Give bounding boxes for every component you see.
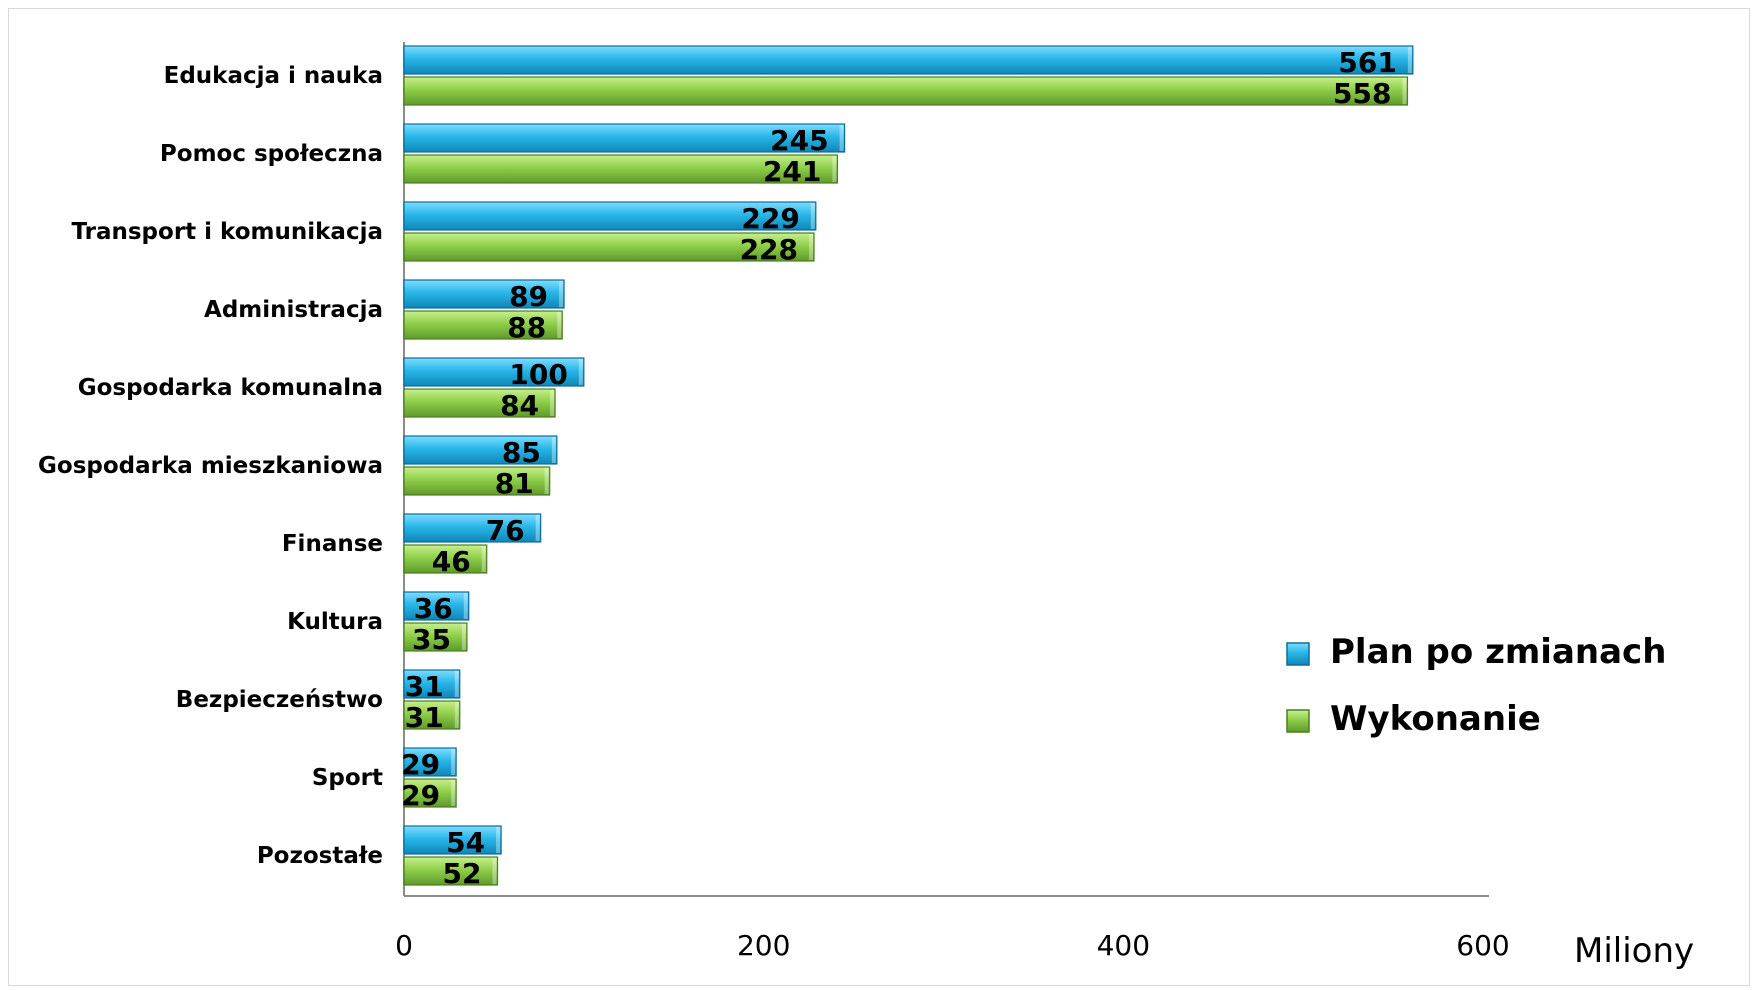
category-label-gospodarka-mieszkaniowa: Gospodarka mieszkaniowa — [38, 453, 383, 479]
data-label-plan-po-zmianach-sport: 29 — [401, 748, 440, 781]
data-label-wykonanie-pozostale: 52 — [443, 857, 482, 890]
data-label-wykonanie-finanse: 46 — [432, 545, 471, 578]
category-label-pomoc-spoleczna: Pomoc społeczna — [160, 141, 383, 167]
data-label-wykonanie-bezpieczenstwo: 31 — [405, 701, 444, 734]
data-label-wykonanie-transport-i-komunikacja: 228 — [740, 233, 798, 266]
data-label-wykonanie-gospodarka-mieszkaniowa: 81 — [495, 467, 534, 500]
bar-bevel-plan-po-zmianach-transport-i-komunikacja — [810, 203, 815, 229]
data-label-wykonanie-kultura: 35 — [412, 623, 451, 656]
bar-bevel-wykonanie-edukacja-i-nauka — [1402, 78, 1407, 104]
x-tick-label-600: 600 — [1456, 929, 1509, 962]
bar-bevel-plan-po-zmianach-sport — [451, 749, 456, 775]
data-label-plan-po-zmianach-kultura: 36 — [414, 592, 453, 625]
data-label-wykonanie-sport: 29 — [401, 779, 440, 812]
bar-wykonanie-finanse — [403, 544, 488, 574]
x-tick-label-400: 400 — [1097, 929, 1150, 962]
category-label-finanse: Finanse — [282, 531, 383, 557]
data-label-wykonanie-gospodarka-komunalna: 84 — [500, 389, 539, 422]
bar-wykonanie-bezpieczenstwo — [403, 700, 461, 730]
data-label-plan-po-zmianach-gospodarka-komunalna: 100 — [509, 358, 567, 391]
category-label-kultura: Kultura — [287, 609, 383, 635]
bar-plan-po-zmianach-kultura — [403, 591, 470, 621]
bar-wykonanie-administracja — [403, 310, 563, 340]
bar-plan-po-zmianach-gospodarka-mieszkaniowa — [403, 435, 558, 465]
bar-wykonanie-edukacja-i-nauka — [403, 76, 1409, 106]
bar-bevel-plan-po-zmianach-gospodarka-mieszkaniowa — [551, 437, 556, 463]
chart-frame — [8, 8, 1750, 986]
bar-wykonanie-sport — [403, 778, 457, 808]
category-label-administracja: Administracja — [204, 297, 383, 323]
bar-plan-po-zmianach-administracja — [403, 279, 565, 309]
bar-wykonanie-transport-i-komunikacja — [403, 232, 815, 262]
category-label-edukacja-i-nauka: Edukacja i nauka — [164, 63, 383, 89]
bar-bevel-wykonanie-pomoc-spoleczna — [832, 156, 837, 182]
data-label-plan-po-zmianach-edukacja-i-nauka: 561 — [1338, 46, 1396, 79]
bar-bevel-wykonanie-finanse — [481, 546, 486, 572]
bar-bevel-plan-po-zmianach-kultura — [463, 593, 468, 619]
data-label-wykonanie-pomoc-spoleczna: 241 — [763, 155, 821, 188]
category-label-bezpieczenstwo: Bezpieczeństwo — [176, 687, 383, 713]
data-label-plan-po-zmianach-finanse: 76 — [486, 514, 525, 547]
legend-swatch-plan-po-zmianach — [1286, 642, 1310, 666]
bar-bevel-wykonanie-gospodarka-mieszkaniowa — [544, 468, 549, 494]
bar-bevel-plan-po-zmianach-finanse — [535, 515, 540, 541]
bar-plan-po-zmianach-pozostale — [403, 825, 502, 855]
bar-wykonanie-pozostale — [403, 856, 499, 886]
bar-bevel-wykonanie-transport-i-komunikacja — [809, 234, 814, 260]
bar-bevel-wykonanie-administracja — [557, 312, 562, 338]
bar-bevel-plan-po-zmianach-edukacja-i-nauka — [1407, 47, 1412, 73]
bar-bevel-plan-po-zmianach-pomoc-spoleczna — [839, 125, 844, 151]
bar-plan-po-zmianach-bezpieczenstwo — [403, 669, 461, 699]
bar-bevel-wykonanie-gospodarka-komunalna — [550, 390, 555, 416]
bar-bevel-wykonanie-kultura — [461, 624, 466, 650]
bar-plan-po-zmianach-finanse — [403, 513, 542, 543]
data-label-wykonanie-edukacja-i-nauka: 558 — [1333, 77, 1391, 110]
bar-bevel-wykonanie-sport — [451, 780, 456, 806]
bar-plan-po-zmianach-edukacja-i-nauka — [403, 45, 1414, 75]
category-label-gospodarka-komunalna: Gospodarka komunalna — [78, 375, 383, 401]
bar-bevel-wykonanie-pozostale — [492, 858, 497, 884]
legend-swatch-wykonanie — [1286, 709, 1310, 733]
bar-wykonanie-gospodarka-komunalna — [403, 388, 556, 418]
data-label-plan-po-zmianach-pomoc-spoleczna: 245 — [770, 124, 828, 157]
bar-bevel-plan-po-zmianach-gospodarka-komunalna — [578, 359, 583, 385]
bar-bevel-plan-po-zmianach-administracja — [559, 281, 564, 307]
category-label-pozostale: Pozostałe — [257, 843, 383, 869]
data-label-plan-po-zmianach-transport-i-komunikacja: 229 — [741, 202, 799, 235]
bar-plan-po-zmianach-transport-i-komunikacja — [403, 201, 817, 231]
bar-bevel-plan-po-zmianach-pozostale — [496, 827, 501, 853]
data-label-plan-po-zmianach-pozostale: 54 — [446, 826, 485, 859]
bar-wykonanie-gospodarka-mieszkaniowa — [403, 466, 551, 496]
category-label-sport: Sport — [312, 765, 383, 791]
data-label-plan-po-zmianach-bezpieczenstwo: 31 — [405, 670, 444, 703]
data-label-plan-po-zmianach-gospodarka-mieszkaniowa: 85 — [502, 436, 541, 469]
bar-wykonanie-pomoc-spoleczna — [403, 154, 838, 184]
data-label-wykonanie-administracja: 88 — [507, 311, 546, 344]
x-tick-label-0: 0 — [395, 929, 413, 962]
bar-wykonanie-kultura — [403, 622, 468, 652]
x-tick-label-200: 200 — [737, 929, 790, 962]
data-label-plan-po-zmianach-administracja: 89 — [509, 280, 548, 313]
bar-plan-po-zmianach-sport — [403, 747, 457, 777]
bar-bevel-plan-po-zmianach-bezpieczenstwo — [454, 671, 459, 697]
x-axis-unit-label: Miliony — [1574, 931, 1694, 971]
legend-label-plan-po-zmianach: Plan po zmianach — [1330, 632, 1666, 672]
bar-plan-po-zmianach-pomoc-spoleczna — [403, 123, 846, 153]
legend-label-wykonanie: Wykonanie — [1330, 699, 1541, 739]
category-label-transport-i-komunikacja: Transport i komunikacja — [71, 219, 383, 245]
bar-bevel-wykonanie-bezpieczenstwo — [454, 702, 459, 728]
bar-plan-po-zmianach-gospodarka-komunalna — [403, 357, 585, 387]
